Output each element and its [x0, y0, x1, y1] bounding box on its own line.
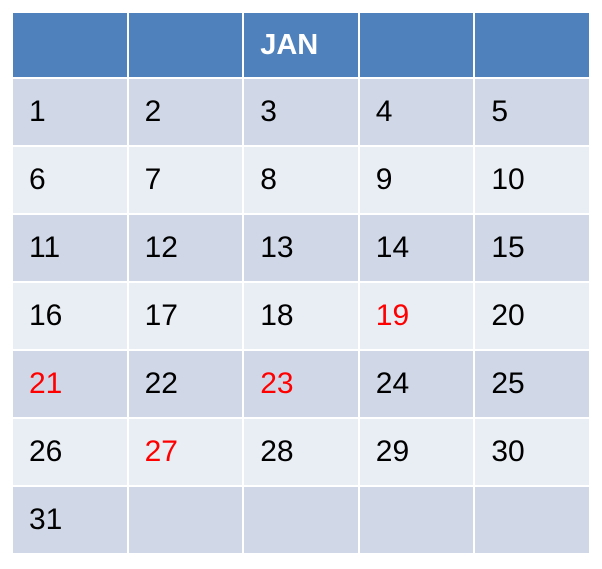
day-cell: 20	[473, 281, 591, 351]
week-row: 6 7 8 9 10	[11, 145, 591, 215]
day-cell: 12	[126, 213, 245, 283]
highlighted-day-cell: 19	[357, 281, 476, 351]
week-row: 11 12 13 14 15	[11, 213, 591, 283]
week-row: 26 27 28 29 30	[11, 417, 591, 487]
month-label: JAN	[242, 11, 360, 79]
day-cell	[357, 485, 476, 555]
day-cell: 2	[126, 77, 245, 147]
day-cell: 3	[242, 77, 360, 147]
day-cell: 14	[357, 213, 476, 283]
day-cell: 5	[473, 77, 591, 147]
week-row: 21 22 23 24 25	[11, 349, 591, 419]
day-cell: 7	[126, 145, 245, 215]
day-cell: 10	[473, 145, 591, 215]
day-cell: 1	[11, 77, 129, 147]
week-row: 16 17 18 19 20	[11, 281, 591, 351]
day-cell: 22	[126, 349, 245, 419]
week-row: 31	[11, 485, 591, 555]
highlighted-day-cell: 27	[126, 417, 245, 487]
day-cell: 6	[11, 145, 129, 215]
day-cell	[242, 485, 360, 555]
day-cell: 30	[473, 417, 591, 487]
week-row: 1 2 3 4 5	[11, 77, 591, 147]
header-cell	[357, 11, 476, 79]
header-cell	[126, 11, 245, 79]
day-cell: 17	[126, 281, 245, 351]
calendar-table: JAN 1 2 3 4 5 6 7 8 9 10 11 12 13 14 15 …	[11, 11, 591, 555]
day-cell: 31	[11, 485, 129, 555]
header-cell	[473, 11, 591, 79]
day-cell	[473, 485, 591, 555]
day-cell: 13	[242, 213, 360, 283]
day-cell: 4	[357, 77, 476, 147]
day-cell: 28	[242, 417, 360, 487]
day-cell: 24	[357, 349, 476, 419]
day-cell: 29	[357, 417, 476, 487]
day-cell: 15	[473, 213, 591, 283]
day-cell: 8	[242, 145, 360, 215]
day-cell: 11	[11, 213, 129, 283]
day-cell: 9	[357, 145, 476, 215]
calendar-header-row: JAN	[11, 11, 591, 79]
day-cell: 26	[11, 417, 129, 487]
day-cell: 25	[473, 349, 591, 419]
day-cell	[126, 485, 245, 555]
highlighted-day-cell: 23	[242, 349, 360, 419]
header-cell	[11, 11, 129, 79]
day-cell: 16	[11, 281, 129, 351]
day-cell: 18	[242, 281, 360, 351]
highlighted-day-cell: 21	[11, 349, 129, 419]
